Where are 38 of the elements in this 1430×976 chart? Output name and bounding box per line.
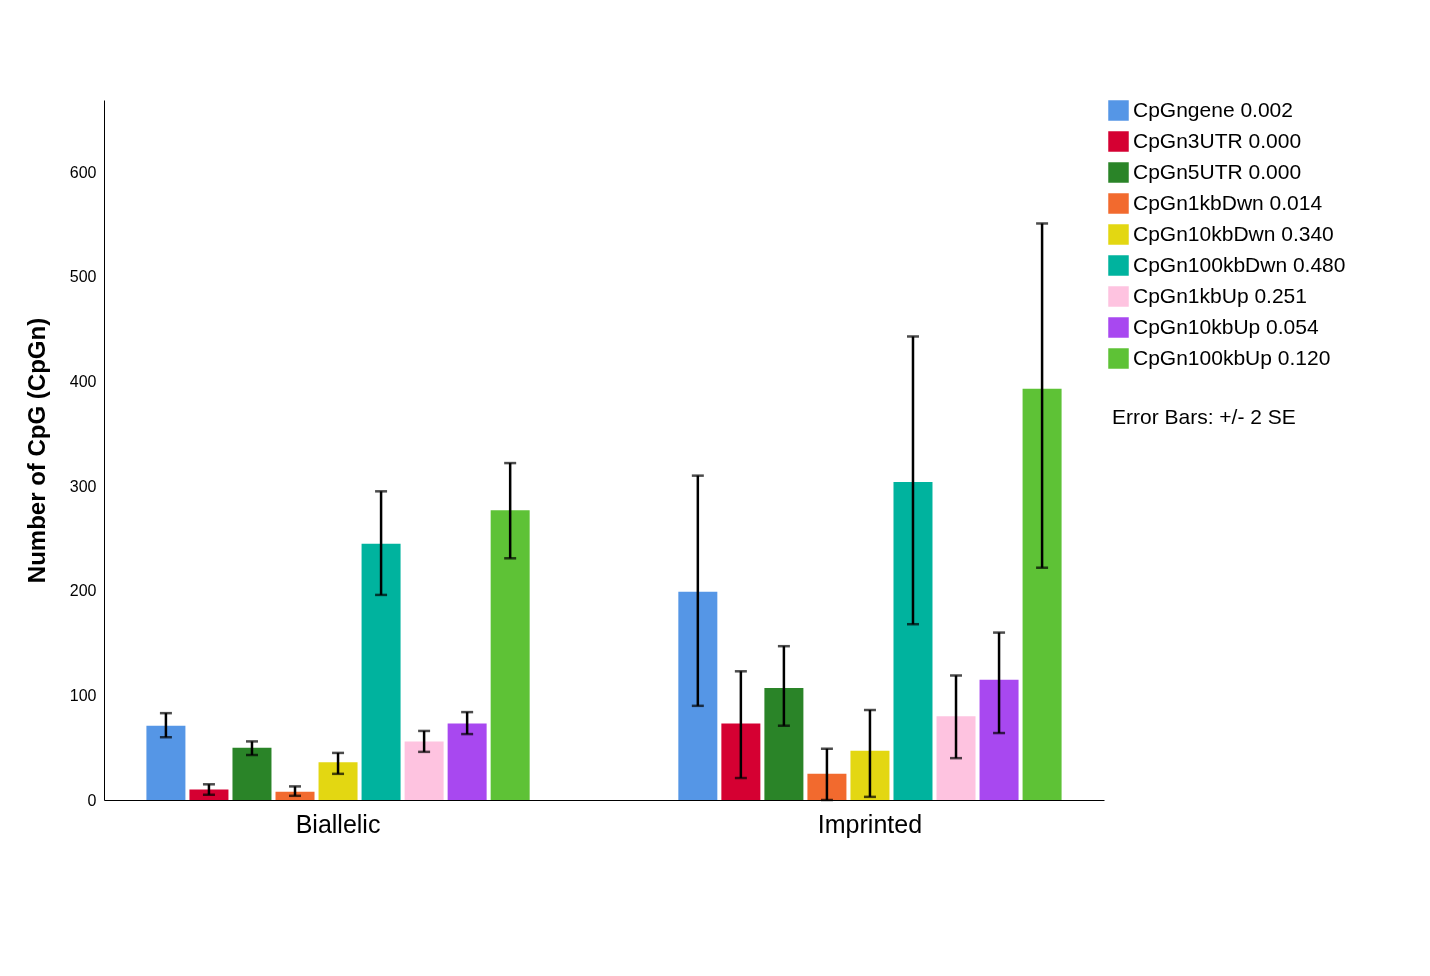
- bar: [893, 481, 933, 800]
- bar: [361, 543, 401, 800]
- legend-label: CpGn5UTR 0.000: [1133, 159, 1302, 183]
- bar: [404, 741, 444, 800]
- y-tick-label: 0: [87, 791, 97, 809]
- bar: [232, 747, 272, 800]
- bar: [318, 762, 358, 800]
- y-tick-label: 600: [69, 163, 97, 181]
- legend-label: CpGn10kbDwn 0.340: [1133, 221, 1334, 245]
- legend-label: CpGn1kbUp 0.251: [1133, 283, 1307, 307]
- bar: [764, 688, 804, 800]
- legend-label: CpGn100kbDwn 0.480: [1133, 252, 1346, 276]
- legend-label: CpGngene 0.002: [1133, 97, 1293, 121]
- legend-label: CpGn100kbUp 0.120: [1133, 345, 1331, 369]
- text: Error Bars: +/- 2 SE: [1112, 405, 1296, 428]
- y-tick-label: 200: [69, 582, 97, 600]
- legend-label: CpGn10kbUp 0.054: [1133, 314, 1319, 338]
- bar: [447, 723, 487, 800]
- bar: [275, 791, 315, 800]
- bar: [979, 679, 1019, 800]
- bar: [850, 750, 890, 800]
- x-tick-label: Biallelic: [295, 809, 381, 838]
- bar: [678, 591, 718, 800]
- bar: [1022, 388, 1062, 800]
- bar: [146, 725, 186, 800]
- y-tick-label: 500: [69, 268, 97, 286]
- bar: [490, 510, 530, 800]
- y-tick-label: 300: [69, 477, 97, 495]
- bar: [936, 716, 976, 800]
- legend-label: CpGn3UTR 0.000: [1133, 128, 1302, 152]
- bar: [721, 723, 761, 800]
- y-tick-label: 400: [69, 372, 97, 390]
- bar: [807, 773, 847, 800]
- legend-label: CpGn1kbDwn 0.014: [1133, 190, 1323, 214]
- y-axis-title: Number of CpG (CpGn): [22, 317, 50, 584]
- x-tick-label: Imprinted: [817, 809, 923, 838]
- y-tick-label: 100: [69, 686, 97, 704]
- bar: [189, 789, 229, 800]
